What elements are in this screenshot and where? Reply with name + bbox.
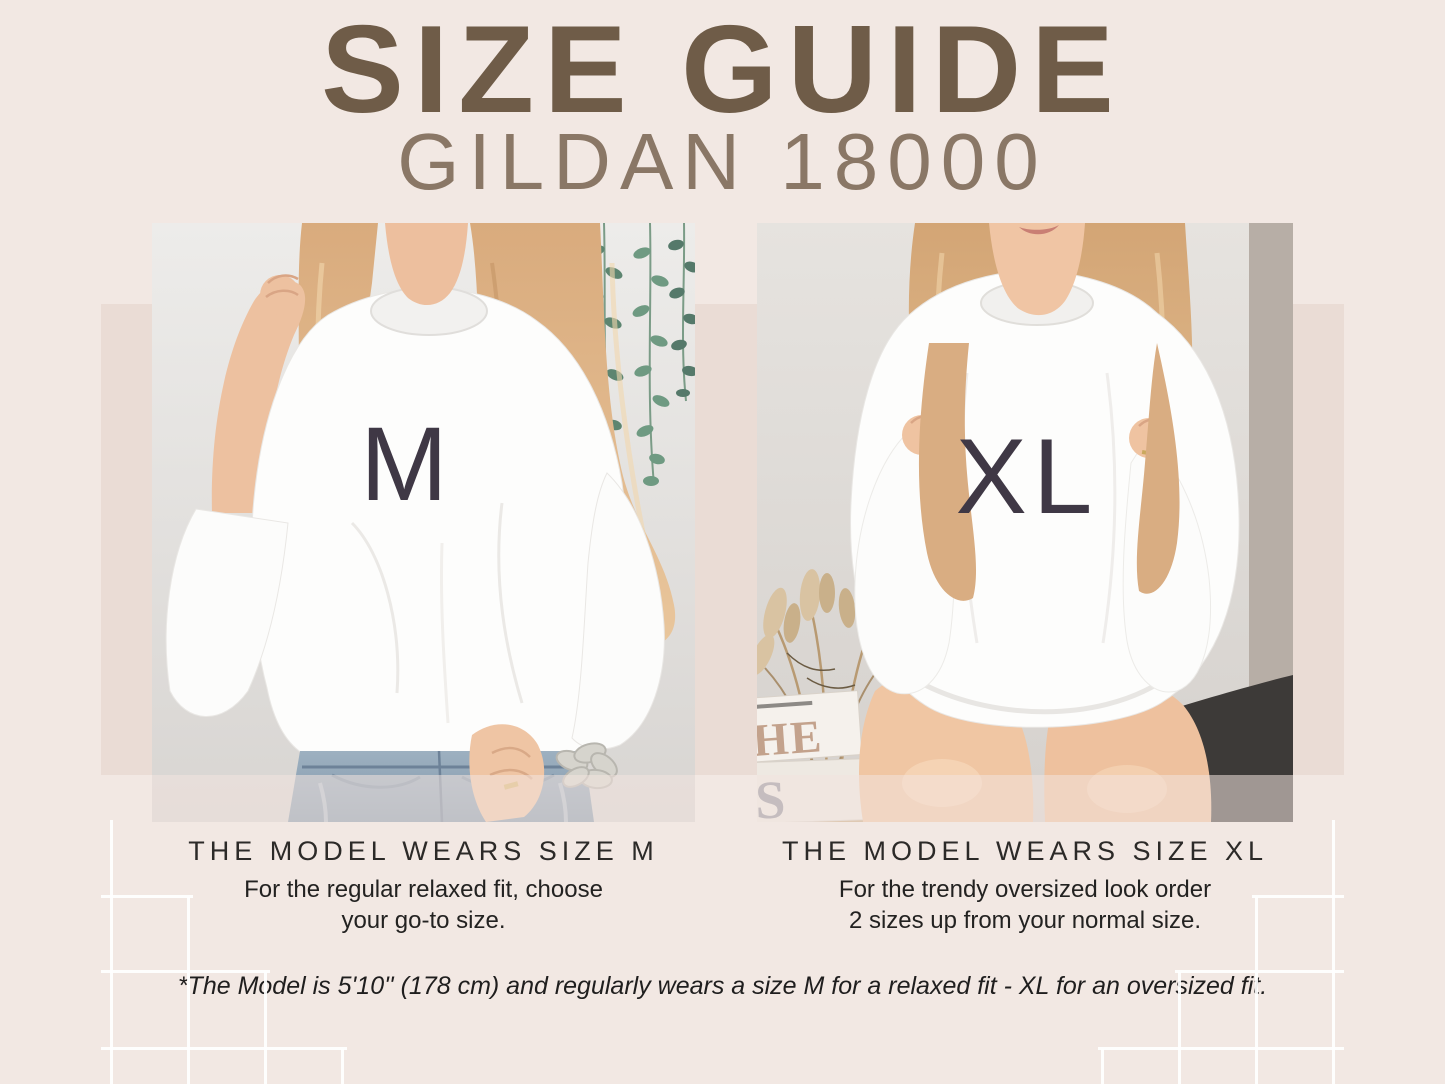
page-title: SIZE GUIDE bbox=[321, 1, 1124, 139]
description-size-m: For the regular relaxed fit, choose your… bbox=[152, 874, 695, 936]
decor-line bbox=[101, 970, 270, 973]
decor-line bbox=[110, 820, 113, 1084]
decor-line bbox=[1175, 970, 1344, 973]
photo-bottom-veil bbox=[757, 775, 1293, 822]
description-line: For the regular relaxed fit, choose bbox=[244, 876, 603, 903]
description-line: 2 sizes up from your normal size. bbox=[848, 907, 1202, 934]
model-footnote: *The Model is 5'10'' (178 cm) and regula… bbox=[177, 972, 1268, 1000]
decor-line bbox=[1332, 820, 1335, 1084]
photo-bottom-veil bbox=[152, 775, 695, 822]
description-size-xl: For the trendy oversized look order 2 si… bbox=[757, 874, 1293, 936]
model-photo-size-m: M bbox=[152, 223, 695, 822]
model-photo-m-illustration: M bbox=[152, 223, 695, 822]
sweatshirt bbox=[165, 286, 665, 754]
decor-line bbox=[101, 1047, 347, 1050]
hair-front-strands bbox=[918, 343, 1180, 601]
model-raised-arm bbox=[211, 274, 306, 513]
model-neck bbox=[385, 223, 468, 306]
decor-line bbox=[1178, 972, 1181, 1084]
decor-line bbox=[187, 897, 190, 1084]
decor-line bbox=[1098, 1047, 1344, 1050]
size-letter-xl: XL bbox=[956, 416, 1099, 536]
caption-size-m: THE MODEL WEARS SIZE M bbox=[188, 836, 659, 866]
caption-size-xl: THE MODEL WEARS SIZE XL bbox=[781, 836, 1269, 866]
decor-line bbox=[264, 972, 267, 1084]
size-letter-m: M bbox=[360, 406, 447, 523]
page-subtitle: GILDAN 18000 bbox=[397, 117, 1048, 206]
decor-line bbox=[1101, 1049, 1104, 1084]
decor-line bbox=[101, 895, 193, 898]
description-line: your go-to size. bbox=[341, 907, 506, 934]
magazine-title-top: HE bbox=[757, 710, 825, 766]
description-line: For the trendy oversized look order bbox=[838, 876, 1212, 903]
model-photo-xl-illustration: HE S bbox=[757, 223, 1293, 822]
model-photo-size-xl: HE S bbox=[757, 223, 1293, 822]
decor-line bbox=[341, 1049, 344, 1084]
decor-line bbox=[1255, 897, 1258, 1084]
decor-line bbox=[1252, 895, 1344, 898]
